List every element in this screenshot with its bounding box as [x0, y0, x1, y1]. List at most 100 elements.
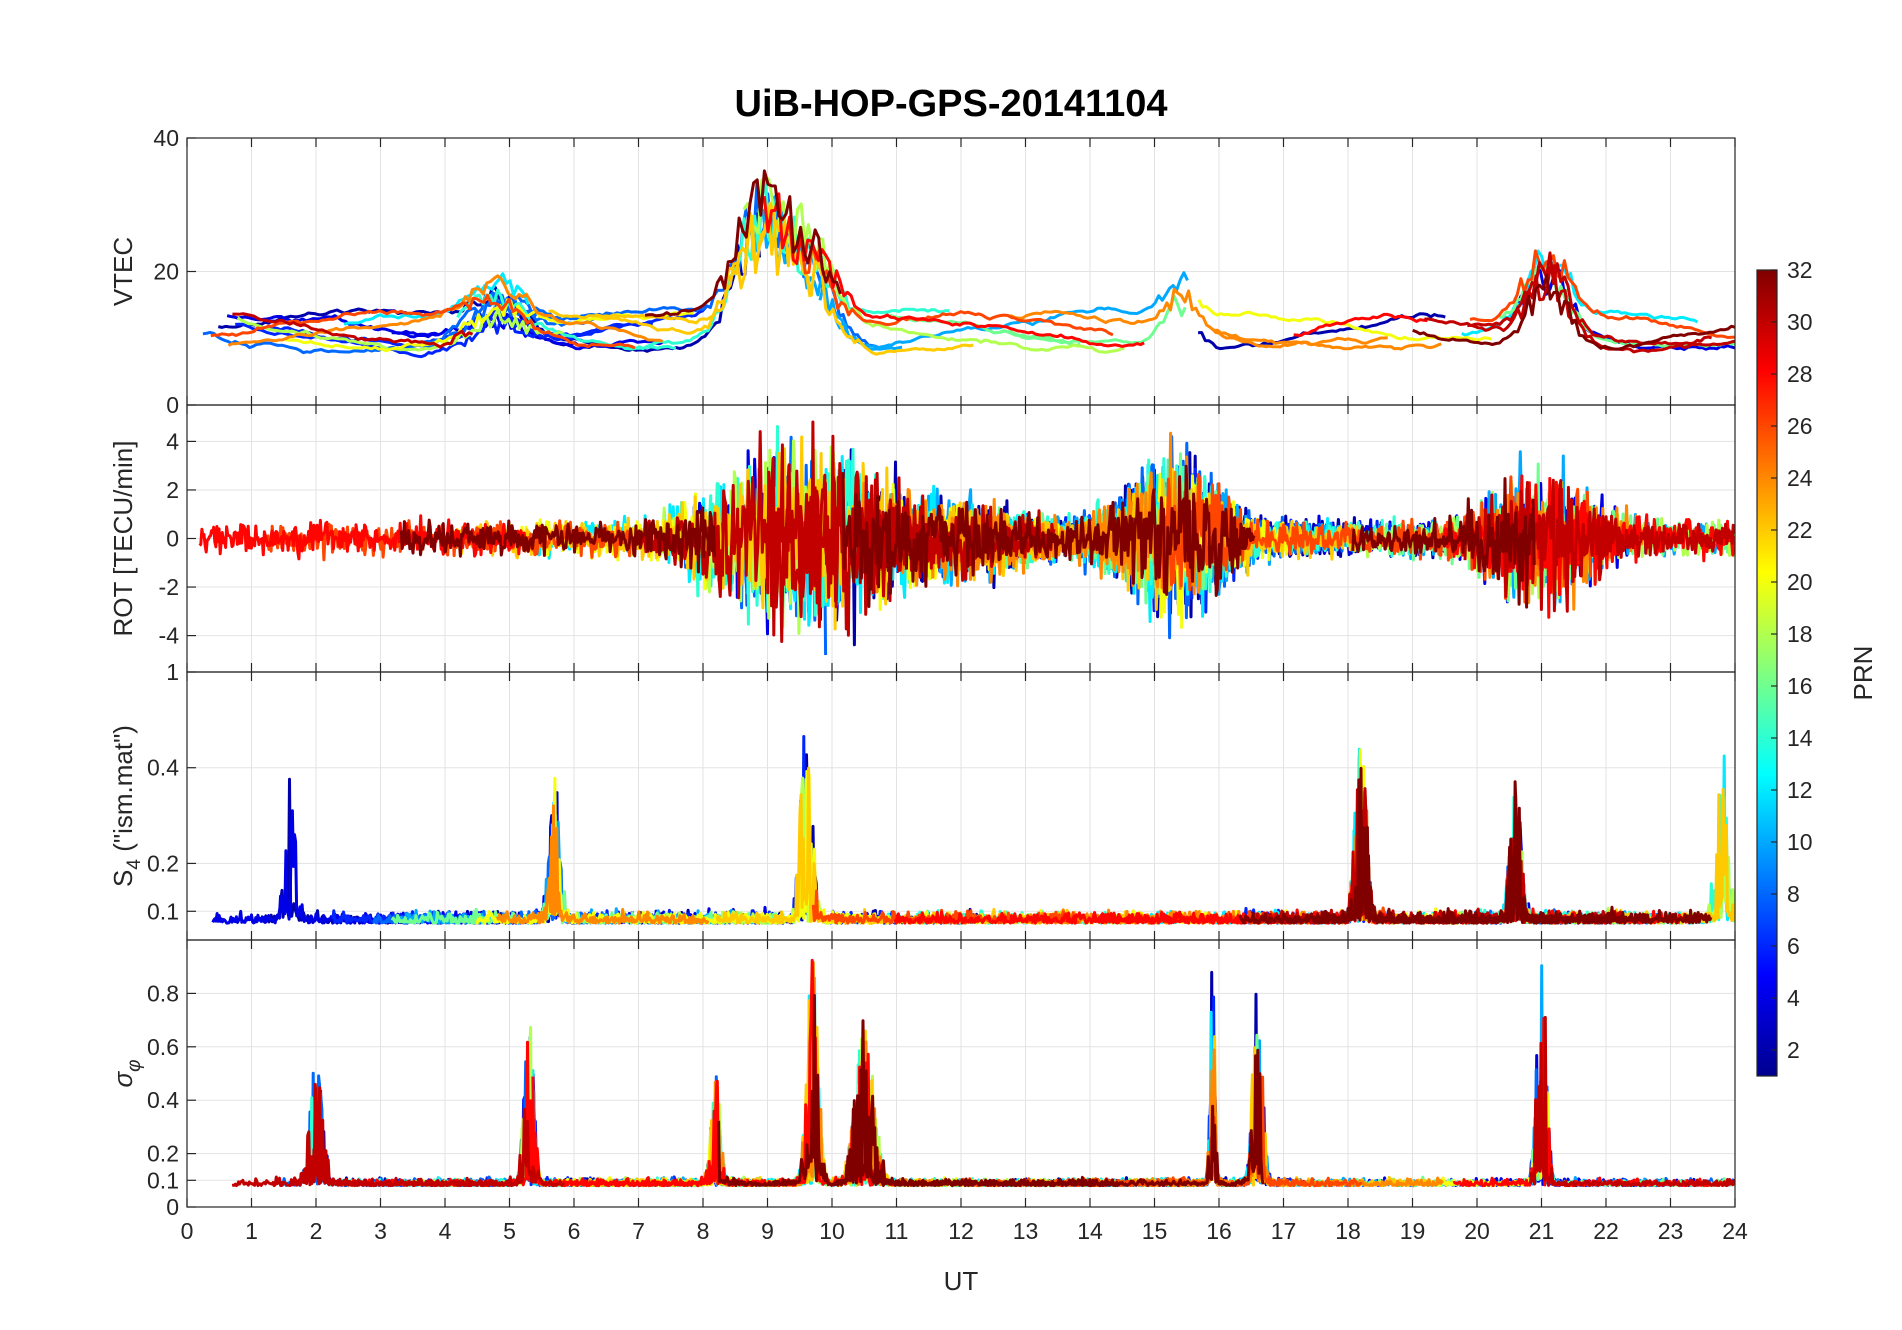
- panel-vtec: 0 20 40 VTEC: [108, 125, 1736, 418]
- series-line-prn-8: [372, 814, 623, 925]
- series-line-prn-4: [418, 791, 780, 925]
- series-line-prn-18: [658, 776, 859, 925]
- y-tick-label: 0.1: [147, 1167, 179, 1193]
- series-line-prn-30: [1463, 478, 1735, 613]
- series-line-prn-26: [985, 1075, 1363, 1188]
- chart-title: UiB-HOP-GPS-20141104: [735, 83, 1168, 125]
- series-line-prn-10: [818, 271, 1189, 350]
- series-line-prn-20: [285, 338, 437, 353]
- x-tick-label: 21: [1529, 1218, 1555, 1244]
- series-group-rot: [198, 420, 1735, 656]
- colorbar-tick-label: 32: [1787, 257, 1813, 283]
- series-line-prn-28: [893, 910, 1244, 925]
- series-line-prn-6: [571, 735, 898, 925]
- y-tick-label: 0: [166, 526, 179, 552]
- series-line-prn-28: [1452, 1016, 1733, 1188]
- x-tick-label: 10: [819, 1218, 845, 1244]
- colorbar-gradient: [1756, 269, 1778, 1077]
- y-tick-label: 4: [166, 428, 179, 454]
- series-line-prn-18: [404, 1025, 743, 1188]
- series-line-prn-28: [1293, 312, 1428, 337]
- series-line-prn-32: [1412, 273, 1735, 351]
- series-line-prn-30: [231, 1107, 566, 1188]
- series-line-prn-10: [1461, 822, 1700, 925]
- series-line-prn-32: [1238, 766, 1649, 925]
- series-line-prn-30: [1255, 790, 1623, 925]
- colorbar-tick-label: 26: [1787, 413, 1813, 439]
- series-line-prn-30: [301, 1082, 522, 1188]
- series-line-prn-8: [430, 1036, 781, 1188]
- series-line-prn-26: [210, 293, 636, 350]
- series-group-sigma: [231, 958, 1735, 1188]
- series-line-prn-2: [319, 1078, 666, 1188]
- x-tick-label: 24: [1722, 1218, 1748, 1244]
- series-line-prn-30: [232, 312, 474, 349]
- series-line-prn-12: [723, 994, 1095, 1188]
- colorbar-tick-label: 10: [1787, 829, 1813, 855]
- y-axis-label-s4: S4 ("ism.mat"): [108, 725, 145, 887]
- x-tick-label: 15: [1142, 1218, 1168, 1244]
- series-line-prn-18: [606, 1027, 869, 1188]
- series-line-prn-16: [1415, 1094, 1735, 1188]
- colorbar-tick-label: 12: [1787, 777, 1813, 803]
- series-line-prn-20: [1155, 748, 1492, 925]
- series-line-prn-28: [762, 192, 1145, 348]
- y-tick-label: -2: [159, 574, 179, 600]
- y-tick-label: 0.1: [147, 898, 179, 924]
- series-line-prn-20: [532, 1104, 810, 1188]
- x-tick-label: 20: [1464, 1218, 1490, 1244]
- series-line-prn-18: [742, 174, 1125, 354]
- y-tick-label: 1: [166, 659, 179, 685]
- series-line-prn-24: [893, 1048, 1240, 1188]
- x-tick-label: 18: [1335, 1218, 1361, 1244]
- series-line-prn-16: [999, 294, 1187, 345]
- x-tick-label: 8: [697, 1218, 710, 1244]
- x-tick-label: 23: [1658, 1218, 1684, 1244]
- colorbar-tick-label: 22: [1787, 517, 1813, 543]
- series-line-prn-16: [1089, 1033, 1459, 1188]
- colorbar-tick-label: 18: [1787, 621, 1813, 647]
- colorbar-tick-label: 16: [1787, 673, 1813, 699]
- x-tick-label: 9: [761, 1218, 774, 1244]
- series-line-prn-18: [236, 307, 563, 352]
- y-tick-label: -4: [159, 623, 180, 649]
- y-tick-label: 0: [166, 392, 179, 418]
- x-tick-label: 17: [1271, 1218, 1297, 1244]
- x-tick-label: 2: [310, 1218, 323, 1244]
- series-line-prn-32: [841, 464, 1256, 608]
- series-group-s4: [211, 735, 1735, 925]
- colorbar-tick-label: 4: [1787, 985, 1800, 1011]
- y-tick-label: 0.4: [147, 755, 179, 781]
- colorbar-tick-label: 30: [1787, 309, 1813, 335]
- colorbar-tick-label: 20: [1787, 569, 1813, 595]
- y-axis-label-sigma: σφ: [108, 1059, 145, 1087]
- colorbar-label: PRN: [1848, 646, 1878, 701]
- colorbar-tick-label: 8: [1787, 881, 1800, 907]
- colorbar-tick-label: 28: [1787, 361, 1813, 387]
- series-line-prn-14: [299, 1096, 654, 1188]
- x-tick-label: 6: [568, 1218, 581, 1244]
- series-line-prn-4: [1466, 1054, 1735, 1188]
- series-line-prn-30: [1528, 1015, 1735, 1188]
- series-line-prn-32: [1312, 780, 1557, 925]
- y-tick-label: 0.4: [147, 1087, 179, 1113]
- x-tick-label: 0: [181, 1218, 194, 1244]
- y-axis-label-rot: ROT [TECU/min]: [108, 441, 138, 637]
- x-tick-label: 14: [1077, 1218, 1103, 1244]
- y-axis-label-vtec: VTEC: [108, 237, 138, 306]
- series-line-prn-12: [1136, 785, 1368, 925]
- x-tick-label: 12: [948, 1218, 974, 1244]
- series-line-prn-32: [1536, 905, 1713, 925]
- y-tick-label: 2: [166, 477, 179, 503]
- series-line-prn-30: [1269, 787, 1493, 925]
- x-axis-label: UT: [944, 1266, 979, 1296]
- y-tick-label: 0.2: [147, 850, 179, 876]
- x-tick-label: 7: [632, 1218, 645, 1244]
- series-line-prn-32: [841, 1019, 1265, 1188]
- series-line-prn-32: [1351, 477, 1536, 609]
- x-tick-label: 11: [885, 1218, 909, 1244]
- series-line-prn-2: [472, 791, 606, 925]
- colorbar-tick-label: 6: [1787, 933, 1800, 959]
